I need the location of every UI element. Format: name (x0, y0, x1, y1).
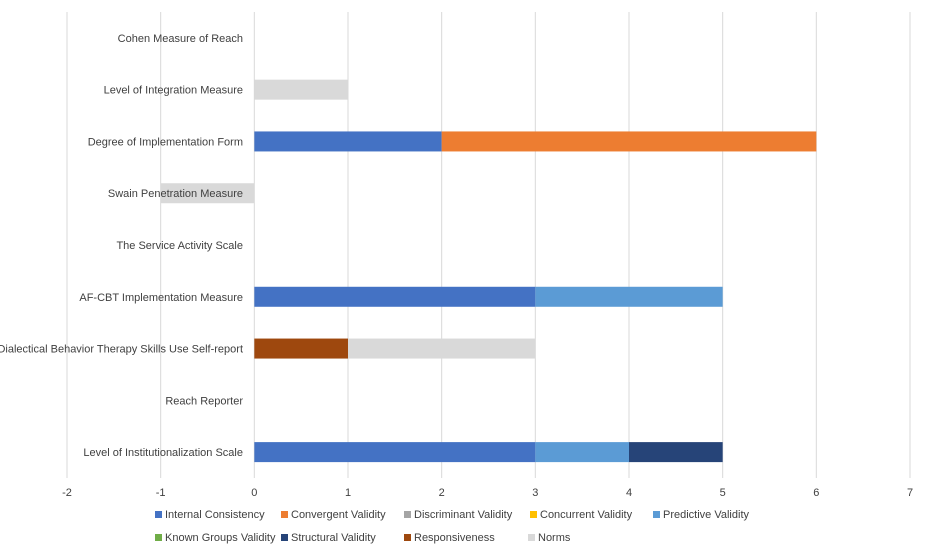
bar-segment (441, 131, 817, 152)
legend-item: Structural Validity (281, 532, 376, 544)
x-tick-label: 5 (720, 487, 726, 499)
x-tick-label: -1 (156, 487, 166, 499)
bar-segment (348, 338, 536, 359)
bar-segment (160, 183, 255, 204)
legend-label: Discriminant Validity (414, 509, 513, 521)
legend-item: Discriminant Validity (404, 509, 513, 521)
legend-swatch (528, 534, 535, 541)
category-labels: Cohen Measure of Reach Level of Integrati… (0, 33, 243, 459)
x-tick-label: 1 (345, 487, 351, 499)
legend-item: Responsiveness (404, 532, 495, 544)
legend-label: Responsiveness (414, 532, 495, 544)
bar-segment (535, 442, 629, 463)
category-label: Swain Penetration Measure (108, 188, 243, 200)
legend-swatch (155, 534, 162, 541)
category-label: Degree of Implementation Form (88, 136, 243, 148)
legend-swatch (404, 511, 411, 518)
legend-swatch (530, 511, 537, 518)
legend-item: Concurrent Validity (530, 509, 633, 521)
legend-item: Convergent Validity (281, 509, 386, 521)
bar-segment (254, 79, 348, 100)
legend: Internal Consistency Convergent Validity D… (155, 509, 749, 544)
legend-item: Internal Consistency (155, 509, 265, 521)
legend-label: Concurrent Validity (540, 509, 633, 521)
legend-label: Internal Consistency (165, 509, 265, 521)
category-label: The Service Activity Scale (116, 240, 243, 252)
x-tick-label: 3 (532, 487, 538, 499)
bar-segment (629, 442, 723, 463)
legend-swatch (155, 511, 162, 518)
x-tick-label: 0 (251, 487, 257, 499)
x-tick-label: 7 (907, 487, 913, 499)
category-label: Level of Integration Measure (104, 85, 243, 97)
x-tick-label: 2 (439, 487, 445, 499)
bar-segment (254, 442, 536, 463)
bar-segment (254, 131, 442, 152)
legend-label: Convergent Validity (291, 509, 386, 521)
x-tick-label: -2 (62, 487, 72, 499)
legend-swatch (281, 534, 288, 541)
category-label: AF-CBT Implementation Measure (79, 292, 243, 304)
x-tick-label: 6 (813, 487, 819, 499)
category-label: Cohen Measure of Reach (118, 33, 243, 45)
legend-label: Known Groups Validity (165, 532, 276, 544)
legend-swatch (404, 534, 411, 541)
bar-segment (254, 286, 536, 307)
legend-label: Structural Validity (291, 532, 376, 544)
bar-segment (254, 338, 348, 359)
legend-label: Norms (538, 532, 571, 544)
legend-label: Predictive Validity (663, 509, 749, 521)
x-tick-label: 4 (626, 487, 632, 499)
category-label: Reach Reporter (165, 395, 243, 407)
category-label: Dialectical Behavior Therapy Skills Use … (0, 344, 243, 356)
legend-item: Norms (528, 532, 571, 544)
bar-segment (535, 286, 723, 307)
legend-swatch (281, 511, 288, 518)
legend-swatch (653, 511, 660, 518)
category-label: Level of Institutionalization Scale (83, 447, 243, 459)
bars (160, 79, 817, 463)
legend-item: Known Groups Validity (155, 532, 276, 544)
x-axis-ticks: -2 -1 0 1 2 3 4 5 6 7 (62, 487, 913, 499)
legend-item: Predictive Validity (653, 509, 749, 521)
